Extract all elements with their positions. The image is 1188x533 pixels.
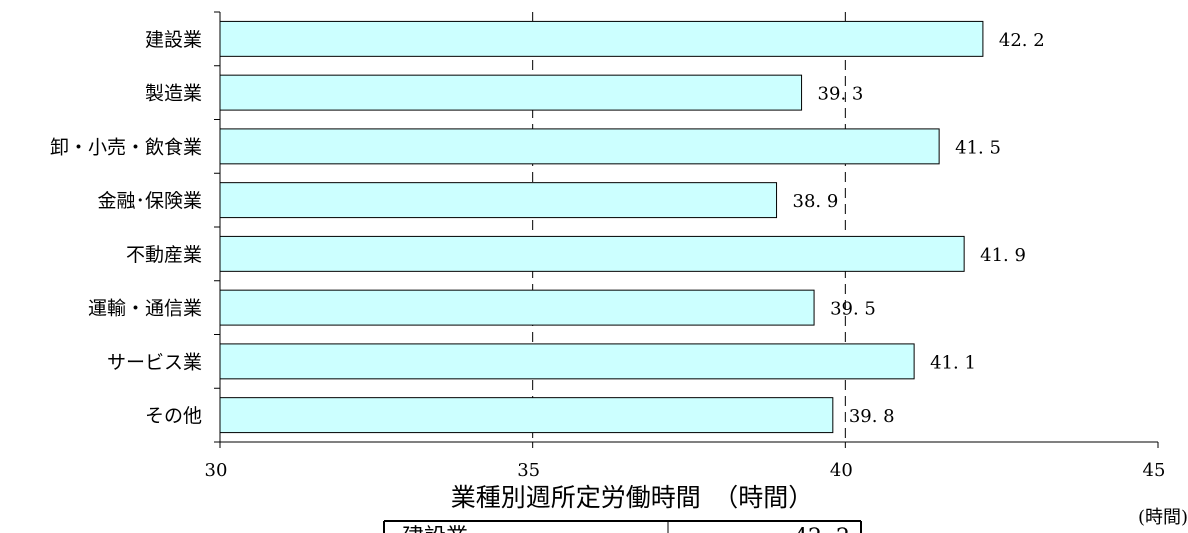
category-label-2: 製造業 — [145, 83, 202, 105]
data-label-6: 39. 5 — [830, 299, 876, 320]
x-tick-label-35: 35 — [517, 460, 540, 481]
data-label-4: 38. 9 — [793, 191, 839, 212]
bar-5 — [219, 235, 965, 272]
plot-area: 建設業 42. 2 製造業 39. 3 卸・小売・飲食業 41. 5 金融･保険業 38. 9… — [50, 11, 1166, 481]
data-label-7: 41. 1 — [930, 352, 976, 373]
table-cell-value: 42. 2 — [794, 525, 850, 533]
category-label-4: 金融･保険業 — [97, 190, 202, 212]
data-label-3: 41. 5 — [955, 137, 1001, 158]
data-label-2: 39. 3 — [818, 84, 864, 105]
category-label-1: 建設業 — [145, 29, 202, 51]
bar-6 — [219, 289, 815, 326]
data-label-1: 42. 2 — [999, 30, 1045, 51]
bar-7 — [219, 343, 915, 380]
x-tick-label-40: 40 — [830, 460, 853, 481]
bar-3 — [219, 128, 940, 165]
unit-label: (時間) — [1138, 507, 1188, 528]
bar-4 — [219, 182, 778, 219]
category-label-8: その他 — [145, 405, 202, 427]
category-label-3: 卸・小売・飲食業 — [50, 136, 202, 158]
bar-8 — [219, 397, 834, 434]
x-tick-label-30: 30 — [205, 460, 228, 481]
table-cell-label: 建設業 — [402, 525, 468, 533]
bar-1 — [219, 20, 984, 57]
data-label-8: 39. 8 — [849, 406, 895, 427]
bar-2 — [219, 74, 803, 111]
category-label-7: サービス業 — [107, 351, 202, 373]
category-label-6: 運輸・通信業 — [88, 298, 202, 320]
data-label-5: 41. 9 — [980, 245, 1026, 266]
chart-title: 業種別週所定労働時間 （時間） — [451, 483, 814, 512]
category-label-5: 不動産業 — [126, 244, 202, 266]
x-tick-label-45: 45 — [1143, 460, 1166, 481]
data-table-preview: 建設業 42. 2 — [383, 520, 862, 533]
